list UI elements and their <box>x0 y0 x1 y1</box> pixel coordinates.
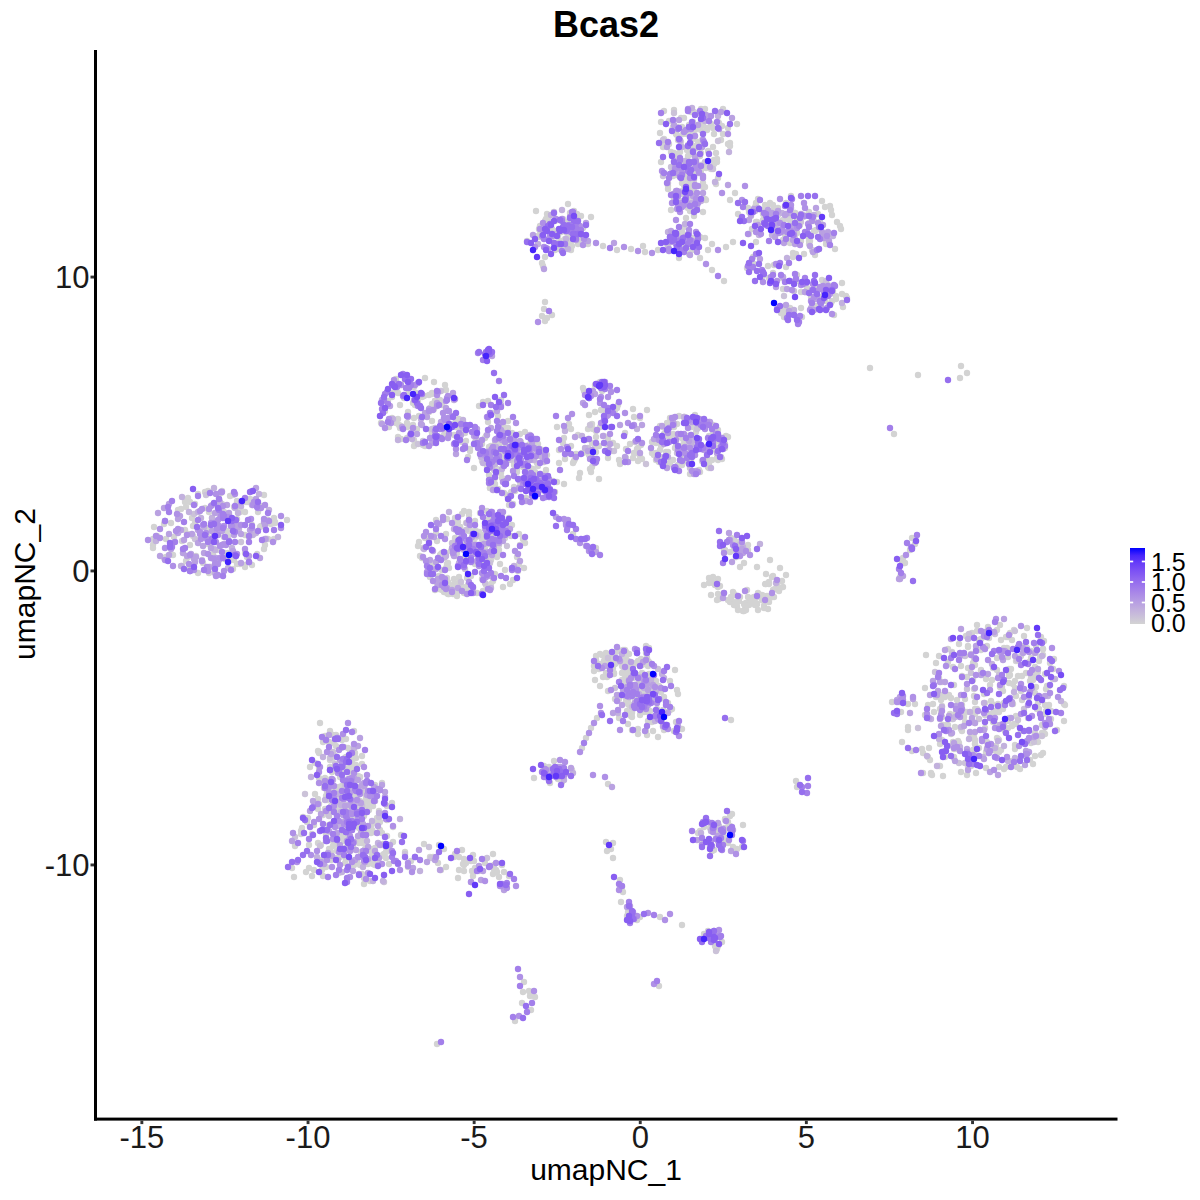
svg-text:umapNC_1: umapNC_1 <box>530 1153 682 1186</box>
svg-text:Bcas2: Bcas2 <box>553 4 659 45</box>
svg-text:10: 10 <box>955 1120 989 1155</box>
svg-text:-10: -10 <box>45 848 90 883</box>
svg-text:-5: -5 <box>460 1120 488 1155</box>
svg-text:0: 0 <box>72 554 89 589</box>
svg-text:10: 10 <box>55 260 89 295</box>
svg-text:0: 0 <box>632 1120 649 1155</box>
svg-text:0.0: 0.0 <box>1151 609 1186 637</box>
svg-text:-15: -15 <box>119 1120 164 1155</box>
svg-text:umapNC_2: umapNC_2 <box>8 508 41 660</box>
svg-text:-10: -10 <box>286 1120 331 1155</box>
svg-text:5: 5 <box>798 1120 815 1155</box>
